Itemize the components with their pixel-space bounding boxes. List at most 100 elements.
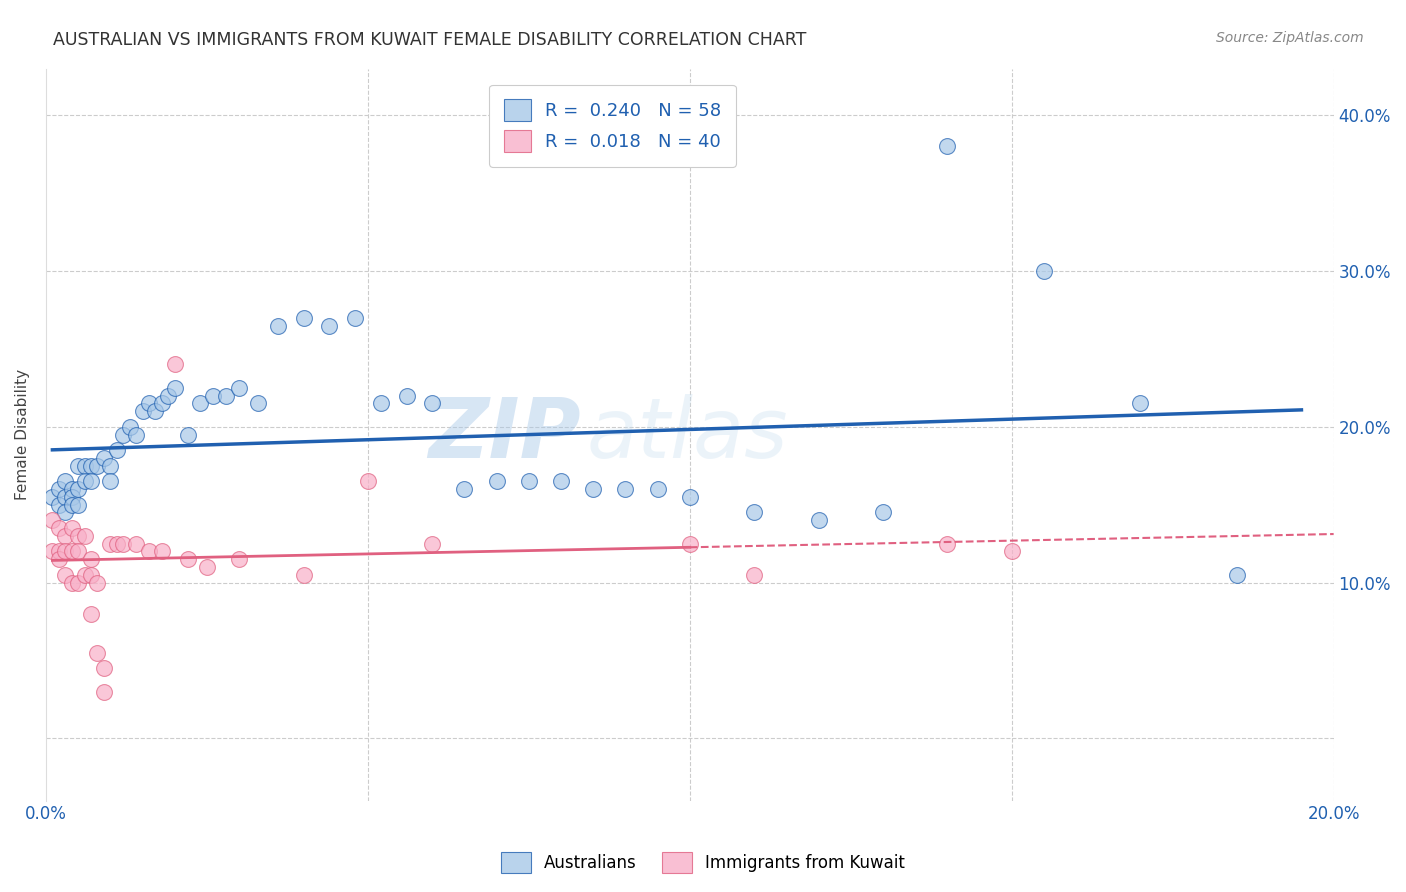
Point <box>93 450 115 465</box>
Point <box>614 482 637 496</box>
Point <box>343 310 366 325</box>
Point <box>105 536 128 550</box>
Point <box>679 490 702 504</box>
Point <box>48 482 70 496</box>
Point <box>357 475 380 489</box>
Point <box>292 310 315 325</box>
Point <box>138 396 160 410</box>
Point <box>195 560 218 574</box>
Point <box>453 482 475 496</box>
Point <box>163 381 186 395</box>
Point <box>1032 264 1054 278</box>
Text: ZIP: ZIP <box>427 394 581 475</box>
Point <box>41 513 63 527</box>
Point <box>1001 544 1024 558</box>
Point <box>53 505 76 519</box>
Point <box>118 419 141 434</box>
Point <box>53 544 76 558</box>
Point <box>48 552 70 566</box>
Point <box>67 498 90 512</box>
Point <box>267 318 290 333</box>
Point <box>550 475 572 489</box>
Text: AUSTRALIAN VS IMMIGRANTS FROM KUWAIT FEMALE DISABILITY CORRELATION CHART: AUSTRALIAN VS IMMIGRANTS FROM KUWAIT FEM… <box>53 31 807 49</box>
Point <box>517 475 540 489</box>
Point <box>60 490 83 504</box>
Point <box>93 684 115 698</box>
Point <box>202 389 225 403</box>
Point <box>872 505 894 519</box>
Point <box>936 536 959 550</box>
Point <box>228 552 250 566</box>
Point <box>86 458 108 473</box>
Point <box>48 544 70 558</box>
Point <box>150 544 173 558</box>
Point <box>807 513 830 527</box>
Point <box>98 475 121 489</box>
Point <box>73 475 96 489</box>
Point <box>112 536 135 550</box>
Point <box>67 482 90 496</box>
Point <box>582 482 605 496</box>
Point <box>41 544 63 558</box>
Point <box>420 536 443 550</box>
Y-axis label: Female Disability: Female Disability <box>15 369 30 500</box>
Point <box>485 475 508 489</box>
Text: atlas: atlas <box>586 394 789 475</box>
Point <box>742 505 765 519</box>
Point <box>60 482 83 496</box>
Point <box>67 544 90 558</box>
Point <box>80 567 103 582</box>
Point <box>67 458 90 473</box>
Point <box>105 443 128 458</box>
Point <box>80 458 103 473</box>
Point <box>679 536 702 550</box>
Point <box>176 427 198 442</box>
Point <box>150 396 173 410</box>
Point <box>395 389 418 403</box>
Point <box>53 529 76 543</box>
Point <box>80 552 103 566</box>
Point <box>53 567 76 582</box>
Point <box>1226 567 1249 582</box>
Point <box>215 389 238 403</box>
Point <box>93 661 115 675</box>
Legend: R =  0.240   N = 58, R =  0.018   N = 40: R = 0.240 N = 58, R = 0.018 N = 40 <box>489 85 735 167</box>
Point <box>1129 396 1152 410</box>
Point <box>67 575 90 590</box>
Point <box>742 567 765 582</box>
Point <box>60 575 83 590</box>
Point <box>292 567 315 582</box>
Point <box>420 396 443 410</box>
Point <box>80 607 103 621</box>
Point <box>86 575 108 590</box>
Point <box>73 529 96 543</box>
Point <box>80 475 103 489</box>
Point <box>125 536 148 550</box>
Point <box>112 427 135 442</box>
Legend: Australians, Immigrants from Kuwait: Australians, Immigrants from Kuwait <box>494 846 912 880</box>
Point <box>48 521 70 535</box>
Point <box>138 544 160 558</box>
Point <box>48 498 70 512</box>
Point <box>98 536 121 550</box>
Point <box>370 396 392 410</box>
Point <box>190 396 212 410</box>
Point <box>247 396 270 410</box>
Point <box>60 521 83 535</box>
Point <box>176 552 198 566</box>
Point <box>98 458 121 473</box>
Point <box>647 482 669 496</box>
Point <box>936 139 959 153</box>
Point <box>67 529 90 543</box>
Point <box>125 427 148 442</box>
Point <box>131 404 153 418</box>
Point <box>163 358 186 372</box>
Point <box>60 544 83 558</box>
Point <box>157 389 180 403</box>
Point <box>86 646 108 660</box>
Point <box>60 498 83 512</box>
Point <box>318 318 340 333</box>
Point <box>53 490 76 504</box>
Point <box>53 475 76 489</box>
Point <box>73 458 96 473</box>
